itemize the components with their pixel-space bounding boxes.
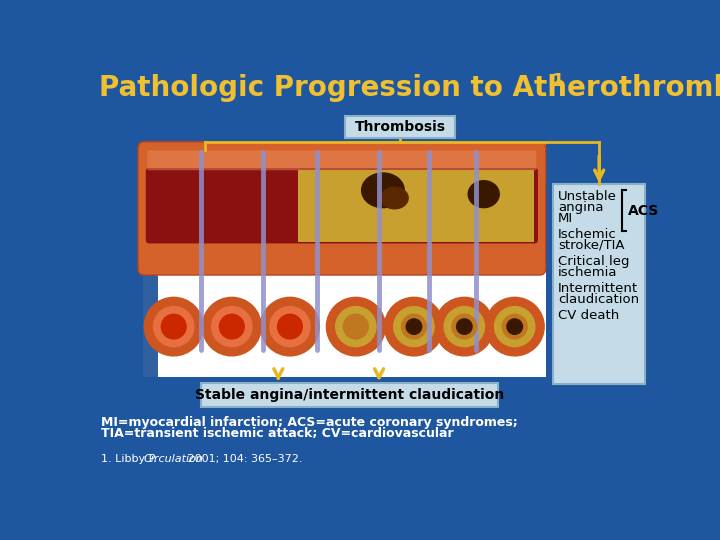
Circle shape bbox=[503, 314, 527, 339]
FancyBboxPatch shape bbox=[143, 142, 546, 377]
Circle shape bbox=[384, 298, 444, 356]
Circle shape bbox=[161, 314, 186, 339]
FancyBboxPatch shape bbox=[143, 142, 158, 377]
Circle shape bbox=[261, 298, 320, 356]
Text: ACS: ACS bbox=[628, 204, 659, 218]
FancyBboxPatch shape bbox=[138, 142, 546, 275]
Text: CV death: CV death bbox=[558, 309, 619, 322]
FancyBboxPatch shape bbox=[201, 383, 498, 408]
Circle shape bbox=[452, 314, 477, 339]
Circle shape bbox=[144, 298, 203, 356]
Ellipse shape bbox=[361, 173, 404, 208]
Text: MI: MI bbox=[558, 212, 573, 225]
Text: Critical leg: Critical leg bbox=[558, 255, 629, 268]
Text: Unstable: Unstable bbox=[558, 190, 617, 203]
Text: Intermittent: Intermittent bbox=[558, 282, 638, 295]
FancyBboxPatch shape bbox=[554, 184, 645, 384]
Circle shape bbox=[326, 298, 385, 356]
Text: Pathologic Progression to Atherothrombosis: Pathologic Progression to Atherothrombos… bbox=[99, 74, 720, 102]
Circle shape bbox=[270, 307, 310, 347]
Circle shape bbox=[220, 314, 244, 339]
FancyBboxPatch shape bbox=[345, 117, 455, 138]
Circle shape bbox=[277, 314, 302, 339]
Text: claudication: claudication bbox=[558, 293, 639, 306]
Text: 1. Libby P.: 1. Libby P. bbox=[101, 454, 161, 464]
Text: Thrombosis: Thrombosis bbox=[354, 120, 446, 134]
Circle shape bbox=[406, 319, 422, 334]
Text: MI=myocardial infarction; ACS=acute coronary syndromes;: MI=myocardial infarction; ACS=acute coro… bbox=[101, 416, 518, 429]
Text: Ischemic: Ischemic bbox=[558, 228, 617, 241]
FancyBboxPatch shape bbox=[145, 168, 538, 244]
Circle shape bbox=[153, 307, 194, 347]
Circle shape bbox=[435, 298, 494, 356]
Text: Circulation: Circulation bbox=[143, 454, 203, 464]
FancyBboxPatch shape bbox=[297, 170, 534, 242]
Text: ischemia: ischemia bbox=[558, 266, 618, 279]
Circle shape bbox=[507, 319, 523, 334]
Circle shape bbox=[212, 307, 252, 347]
Ellipse shape bbox=[381, 187, 408, 209]
Text: angina: angina bbox=[558, 201, 603, 214]
Circle shape bbox=[456, 319, 472, 334]
Circle shape bbox=[343, 314, 368, 339]
Circle shape bbox=[402, 314, 426, 339]
Text: Stable angina/intermittent claudication: Stable angina/intermittent claudication bbox=[195, 388, 504, 402]
Circle shape bbox=[202, 298, 261, 356]
FancyBboxPatch shape bbox=[148, 150, 536, 170]
Circle shape bbox=[485, 298, 544, 356]
Text: 1: 1 bbox=[552, 72, 564, 91]
Text: stroke/TIA: stroke/TIA bbox=[558, 239, 625, 252]
Text: TIA=transient ischemic attack; CV=cardiovascular: TIA=transient ischemic attack; CV=cardio… bbox=[101, 428, 454, 441]
Circle shape bbox=[394, 307, 434, 347]
Text: 2001; 104: 365–372.: 2001; 104: 365–372. bbox=[184, 454, 302, 464]
Ellipse shape bbox=[468, 181, 499, 208]
Circle shape bbox=[495, 307, 535, 347]
Circle shape bbox=[444, 307, 485, 347]
Circle shape bbox=[336, 307, 376, 347]
